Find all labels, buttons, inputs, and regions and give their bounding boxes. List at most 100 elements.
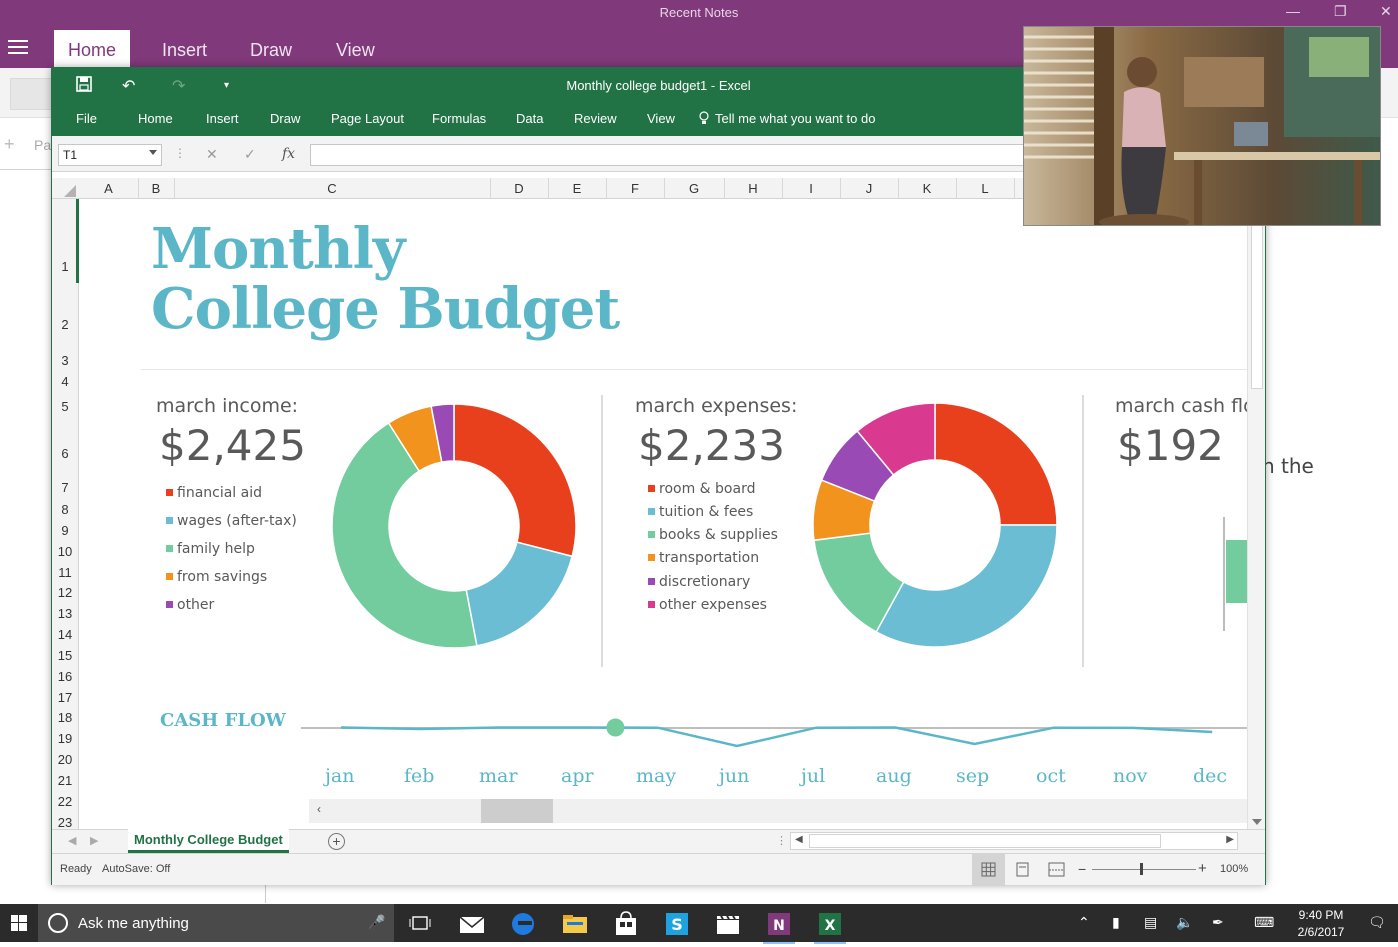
edge-browser-icon[interactable]	[503, 908, 543, 940]
row-header-5[interactable]: 5	[61, 399, 69, 414]
network-icon[interactable]: ▤	[1144, 914, 1158, 930]
row-header-23[interactable]: 23	[57, 815, 73, 830]
add-sheet-icon[interactable]: +	[328, 833, 345, 850]
page-break-view-button[interactable]	[1040, 854, 1073, 886]
onenote-ribbon-button[interactable]	[10, 78, 52, 110]
chevron-down-icon[interactable]	[149, 150, 157, 155]
column-header-c[interactable]: C	[327, 181, 337, 196]
show-hidden-icons-icon[interactable]: ⌃	[1078, 914, 1090, 930]
enter-icon[interactable]: ✓	[244, 146, 256, 162]
column-header-j[interactable]: J	[865, 181, 873, 196]
row-header-13[interactable]: 13	[57, 606, 73, 621]
cashflow-highlight-point[interactable]	[606, 718, 625, 737]
row-header-4[interactable]: 4	[61, 374, 69, 389]
row-header-11[interactable]: 11	[58, 565, 72, 580]
onenote-taskbar-icon[interactable]: N	[759, 908, 799, 944]
chart-scrollbar[interactable]: ‹	[309, 799, 1247, 823]
onenote-add-page[interactable]: + Pa	[0, 118, 52, 170]
vertical-scrollbar[interactable]	[1247, 199, 1265, 829]
customize-qat-icon[interactable]: ▾	[224, 80, 230, 91]
column-header-k[interactable]: K	[922, 181, 932, 196]
start-button[interactable]	[0, 904, 38, 942]
row-header-19[interactable]: 19	[57, 731, 73, 746]
close-icon[interactable]: ✕	[1380, 3, 1392, 19]
tell-me-search[interactable]: Tell me what you want to do	[715, 111, 876, 126]
zoom-level[interactable]: 100%	[1220, 863, 1249, 875]
zoom-slider[interactable]	[1092, 869, 1196, 870]
onenote-tab-draw[interactable]: Draw	[250, 40, 293, 60]
cancel-icon[interactable]: ✕	[206, 146, 218, 162]
clock[interactable]: 9:40 PM 2/6/2017	[1285, 907, 1357, 941]
undo-icon[interactable]: ↶	[122, 78, 136, 95]
zoom-slider-thumb[interactable]	[1140, 863, 1143, 875]
name-box[interactable]: T1	[58, 144, 162, 166]
onenote-tab-insert[interactable]: Insert	[162, 40, 208, 60]
split-handle-icon[interactable]: ⋮	[776, 835, 787, 847]
menu-data[interactable]: Data	[516, 111, 544, 126]
worksheet-grid[interactable]: Monthly College Budget march income: $2,…	[79, 199, 1247, 829]
row-header-18[interactable]: 18	[57, 710, 73, 725]
scroll-left-icon[interactable]: ◀	[795, 834, 803, 845]
column-header-i[interactable]: I	[809, 181, 813, 196]
redo-icon[interactable]: ↷	[172, 78, 186, 95]
more-options-icon[interactable]: ⋮	[174, 146, 186, 160]
column-header-g[interactable]: G	[688, 181, 700, 196]
row-header-6[interactable]: 6	[61, 446, 69, 461]
row-header-8[interactable]: 8	[61, 502, 69, 517]
chart-scrollbar-thumb[interactable]	[481, 799, 553, 823]
menu-draw[interactable]: Draw	[270, 111, 301, 126]
insert-function-icon[interactable]: fx	[282, 146, 296, 162]
save-icon[interactable]	[76, 76, 92, 97]
horizontal-scrollbar-thumb[interactable]	[809, 834, 1161, 848]
onenote-tab-home[interactable]: Home	[54, 30, 131, 68]
scroll-right-icon[interactable]: ▶	[1226, 834, 1234, 845]
row-header-9[interactable]: 9	[61, 523, 69, 538]
skype-icon[interactable]: S	[657, 908, 697, 940]
video-overlay[interactable]	[1023, 26, 1381, 226]
column-header-l[interactable]: L	[981, 181, 989, 196]
prev-sheet-icon[interactable]: ◀	[68, 835, 77, 847]
cortana-search-box[interactable]: Ask me anything 🎤	[38, 904, 394, 942]
column-header-d[interactable]: D	[514, 181, 524, 196]
keyboard-icon[interactable]: ⌨	[1254, 914, 1275, 930]
pen-icon[interactable]: ✒	[1212, 914, 1224, 930]
menu-file[interactable]: File	[76, 111, 97, 126]
row-header-7[interactable]: 7	[61, 480, 69, 495]
menu-review[interactable]: Review	[574, 111, 617, 126]
action-center-icon[interactable]: 🗨	[1368, 914, 1386, 930]
movies-tv-icon[interactable]	[708, 908, 748, 940]
battery-icon[interactable]: ▮	[1112, 914, 1120, 930]
zoom-in-icon[interactable]: +	[1198, 860, 1207, 877]
hamburger-menu-icon[interactable]	[8, 40, 28, 54]
horizontal-scrollbar[interactable]: ◀ ▶	[790, 832, 1238, 850]
column-header-f[interactable]: F	[631, 181, 639, 196]
select-all-corner[interactable]	[52, 178, 78, 199]
restore-icon[interactable]: ❐	[1334, 3, 1347, 19]
scroll-left-icon[interactable]: ‹	[317, 802, 321, 816]
scroll-down-icon[interactable]	[1252, 819, 1262, 825]
store-icon[interactable]	[606, 908, 646, 940]
task-view-icon[interactable]	[400, 908, 440, 940]
row-header-20[interactable]: 20	[57, 752, 73, 767]
column-header-h[interactable]: H	[748, 181, 758, 196]
onenote-tab-view[interactable]: View	[336, 40, 375, 60]
menu-insert[interactable]: Insert	[206, 111, 239, 126]
minimize-icon[interactable]: —	[1286, 3, 1300, 19]
row-header-1[interactable]: 1	[61, 259, 69, 274]
row-header-3[interactable]: 3	[61, 353, 69, 368]
vertical-scrollbar-thumb[interactable]	[1251, 199, 1263, 389]
column-header-b[interactable]: B	[151, 181, 161, 196]
row-header-16[interactable]: 16	[57, 669, 73, 684]
row-header-14[interactable]: 14	[57, 627, 73, 642]
row-header-15[interactable]: 15	[57, 648, 73, 663]
microphone-icon[interactable]: 🎤	[368, 914, 386, 930]
page-layout-view-button[interactable]	[1006, 854, 1039, 886]
row-header-2[interactable]: 2	[61, 317, 69, 332]
row-header-12[interactable]: 12	[57, 585, 73, 600]
row-header-21[interactable]: 21	[57, 773, 73, 788]
next-sheet-icon[interactable]: ▶	[90, 835, 99, 847]
menu-page-layout[interactable]: Page Layout	[331, 111, 405, 126]
menu-home[interactable]: Home	[138, 111, 173, 126]
file-explorer-icon[interactable]	[555, 908, 595, 940]
menu-view[interactable]: View	[647, 111, 675, 126]
